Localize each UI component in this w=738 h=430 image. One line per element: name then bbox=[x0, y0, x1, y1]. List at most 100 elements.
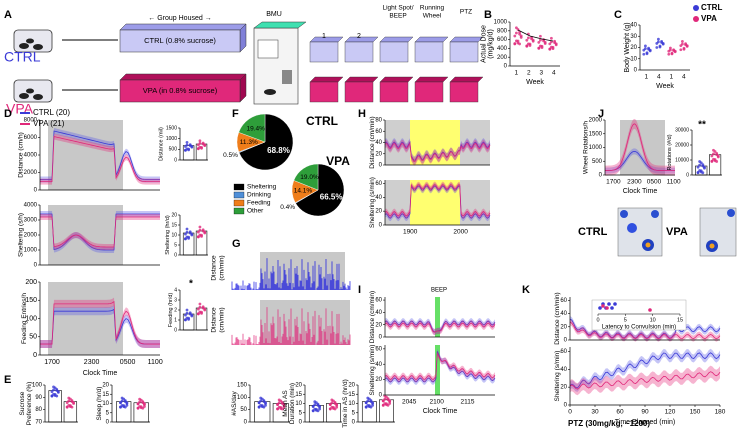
cube bbox=[414, 81, 444, 103]
point bbox=[698, 169, 702, 172]
point bbox=[367, 397, 371, 401]
point bbox=[715, 160, 719, 163]
y-tick-label: 1000 bbox=[589, 145, 603, 151]
point bbox=[698, 163, 702, 167]
point bbox=[316, 409, 320, 413]
point bbox=[515, 39, 518, 43]
x-tick-label: 15 bbox=[677, 317, 683, 323]
error-band bbox=[570, 365, 720, 396]
y-tick-label: 40 bbox=[560, 367, 567, 373]
point bbox=[55, 394, 59, 398]
point bbox=[318, 404, 321, 408]
point bbox=[613, 302, 617, 306]
point bbox=[369, 405, 373, 409]
axis-label: (cm/min) bbox=[219, 255, 226, 280]
x-tick-label: 4 bbox=[657, 74, 661, 81]
point bbox=[52, 392, 55, 396]
y-tick-label: 60 bbox=[560, 298, 567, 304]
stage-label: Light Spot/ bbox=[382, 5, 413, 12]
y-tick-label: 15 bbox=[295, 392, 302, 398]
point bbox=[537, 46, 541, 50]
point bbox=[642, 52, 646, 56]
point bbox=[276, 403, 279, 407]
point bbox=[385, 395, 388, 399]
point bbox=[188, 311, 192, 315]
y-tick-label: 0 bbox=[244, 420, 248, 426]
y-tick-label: 0 bbox=[352, 420, 356, 426]
y-tick-label: 3 bbox=[174, 297, 177, 303]
point bbox=[196, 230, 200, 234]
cube bbox=[449, 81, 479, 103]
y-tick-label: 20 bbox=[348, 383, 355, 389]
phase-shade bbox=[48, 282, 123, 355]
axis-label: Week bbox=[526, 79, 544, 86]
point bbox=[119, 401, 122, 405]
point bbox=[198, 145, 202, 149]
error-band bbox=[605, 118, 675, 176]
y-tick-label: 1000 bbox=[24, 248, 38, 254]
axis-label: Rotations (#/d) bbox=[667, 134, 673, 170]
legend-label: Feeding bbox=[247, 200, 271, 207]
error-band bbox=[570, 315, 720, 342]
trend bbox=[517, 29, 554, 42]
point bbox=[681, 42, 684, 46]
data-label: 68.8% bbox=[267, 146, 290, 155]
y-tick-label: 40 bbox=[560, 311, 567, 317]
point bbox=[710, 154, 714, 158]
axis-label: Distance bbox=[211, 307, 218, 333]
trace bbox=[384, 320, 496, 333]
x-tick-label: 1 bbox=[669, 74, 673, 81]
y-tick-label: 1 bbox=[174, 317, 177, 323]
point bbox=[548, 47, 552, 51]
annotation: BMU bbox=[266, 11, 282, 18]
y-tick-label: 20 bbox=[375, 209, 382, 215]
axis-label: Time Elapsed (min) bbox=[615, 419, 675, 426]
data-label: 66.5% bbox=[320, 193, 343, 202]
x-tick-label: 3 bbox=[539, 70, 543, 77]
cube-top bbox=[379, 76, 414, 83]
y-tick-label: 70 bbox=[35, 420, 42, 426]
y-tick-label: 200 bbox=[25, 279, 37, 286]
axis-label: #AS/day bbox=[231, 390, 238, 415]
axis-label: Distance (cm/min) bbox=[369, 291, 376, 343]
y-tick-label: 500 bbox=[592, 159, 603, 165]
legend-label: Sheltering bbox=[247, 184, 277, 191]
axis-label: Wheel Rotations/h bbox=[583, 121, 590, 174]
point bbox=[712, 157, 715, 161]
point bbox=[658, 44, 662, 48]
point bbox=[539, 38, 542, 42]
point bbox=[201, 141, 205, 145]
legend-label: VPA bbox=[701, 14, 717, 23]
point bbox=[667, 52, 671, 56]
phase-shade bbox=[410, 120, 460, 165]
x-tick-label: 2300 bbox=[84, 359, 100, 366]
x-tick-label: 4 bbox=[552, 70, 556, 77]
point bbox=[513, 34, 517, 38]
y-tick-label: 50 bbox=[29, 334, 37, 341]
point bbox=[682, 46, 686, 50]
trace bbox=[384, 322, 496, 333]
point bbox=[527, 36, 530, 40]
y-tick-label: 0 bbox=[34, 263, 38, 269]
point bbox=[318, 407, 321, 411]
stage-label: Wheel bbox=[423, 13, 442, 20]
y-tick-label: 60 bbox=[560, 349, 567, 355]
point bbox=[198, 302, 202, 306]
y-tick-label: 15 bbox=[171, 222, 177, 228]
point bbox=[696, 171, 700, 174]
point bbox=[264, 403, 267, 407]
trace bbox=[604, 123, 675, 171]
cube-top bbox=[414, 76, 449, 83]
error-band bbox=[570, 319, 720, 342]
y-tick-label: 100 bbox=[25, 315, 37, 322]
point bbox=[143, 402, 146, 406]
y-tick-label: 20000 bbox=[675, 142, 689, 148]
point bbox=[525, 38, 529, 42]
y-tick-label: 40 bbox=[375, 310, 382, 316]
trace bbox=[40, 130, 160, 180]
y-tick-label: 5 bbox=[352, 410, 356, 416]
x-tick-label: 180 bbox=[715, 409, 726, 416]
y-tick-label: 0 bbox=[564, 338, 568, 344]
axis-label: Latency to Convulsion (min) bbox=[602, 325, 676, 331]
y-tick-label: 0 bbox=[34, 188, 38, 194]
